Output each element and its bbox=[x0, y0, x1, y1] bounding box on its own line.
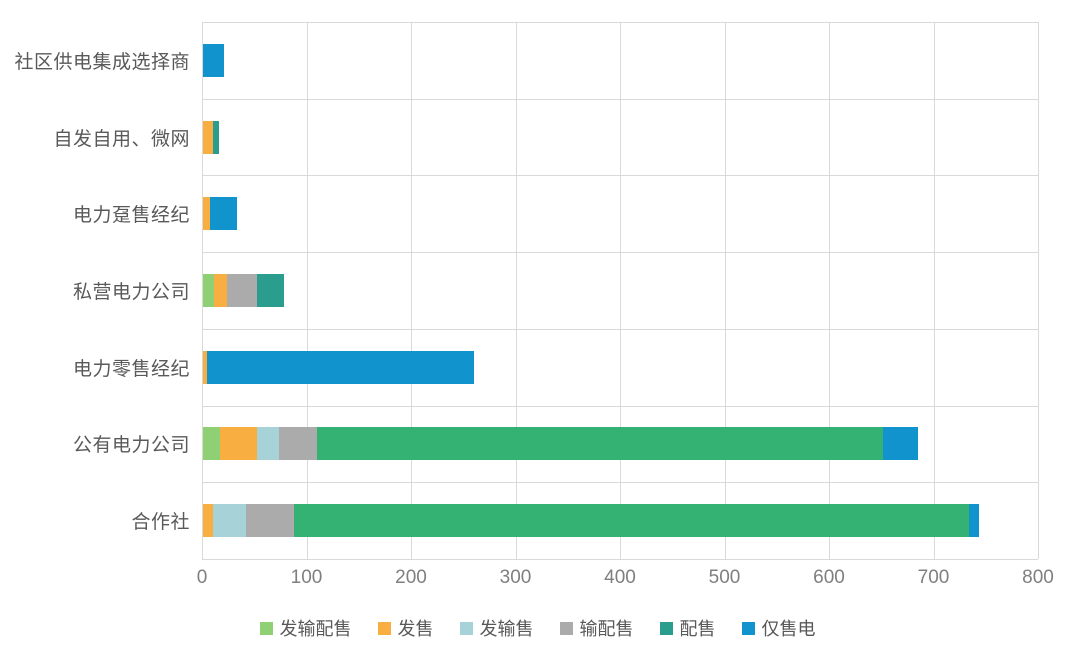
x-axis-tick-label: 700 bbox=[917, 567, 950, 588]
legend-swatch-icon bbox=[459, 621, 473, 635]
gridline-horizontal bbox=[202, 329, 1038, 330]
bar-segment bbox=[203, 274, 215, 307]
bar-segment bbox=[207, 350, 474, 384]
legend-item: 发输售 bbox=[459, 615, 534, 641]
legend-item: 输配售 bbox=[559, 615, 634, 641]
gridline-vertical bbox=[1038, 22, 1039, 559]
x-axis-tick-label: 200 bbox=[395, 567, 427, 588]
legend-label: 仅售电 bbox=[761, 619, 816, 639]
bar-segment bbox=[227, 274, 258, 307]
x-axis-line bbox=[202, 559, 1038, 560]
legend-item: 配售 bbox=[659, 615, 716, 641]
bar-row bbox=[203, 504, 980, 538]
bar-segment bbox=[219, 427, 258, 461]
x-axis-tick-label: 500 bbox=[708, 567, 741, 588]
bar-segment bbox=[203, 120, 214, 154]
plot-area bbox=[202, 22, 1039, 560]
legend-item: 发输配售 bbox=[259, 615, 352, 641]
legend-label: 输配售 bbox=[579, 619, 634, 639]
x-axis-tick-label: 0 bbox=[196, 567, 208, 588]
bar-segment bbox=[257, 274, 285, 307]
legend-swatch-icon bbox=[659, 621, 673, 635]
bar-row bbox=[203, 197, 238, 231]
bar-segment bbox=[214, 274, 228, 307]
bar-segment bbox=[279, 427, 317, 461]
legend-item: 仅售电 bbox=[741, 615, 816, 641]
bar-segment bbox=[203, 43, 224, 77]
legend-label: 发输售 bbox=[479, 619, 534, 639]
bar-segment bbox=[257, 427, 280, 461]
legend-label: 发输配售 bbox=[279, 619, 352, 639]
bar-row bbox=[203, 120, 219, 154]
legend-swatch-icon bbox=[377, 621, 391, 635]
category-label: 自发自用、微网 bbox=[53, 128, 190, 150]
bar-row bbox=[203, 274, 285, 307]
category-label: 私营电力公司 bbox=[72, 281, 190, 303]
gridline-horizontal bbox=[202, 406, 1038, 407]
gridline-vertical bbox=[620, 22, 621, 559]
gridline-vertical bbox=[724, 22, 726, 559]
gridline-horizontal bbox=[202, 252, 1038, 253]
gridline-vertical bbox=[933, 22, 935, 559]
gridline-vertical bbox=[829, 22, 830, 559]
bar-segment bbox=[203, 504, 214, 538]
category-label: 公有电力公司 bbox=[72, 435, 190, 457]
bar-row bbox=[203, 43, 224, 77]
legend-label: 发售 bbox=[397, 619, 434, 639]
bar-segment bbox=[213, 120, 219, 154]
x-axis-tick-label: 100 bbox=[290, 567, 323, 588]
x-axis-tick-label: 800 bbox=[1022, 567, 1054, 588]
bar-segment bbox=[203, 197, 211, 231]
gridline-vertical bbox=[411, 22, 412, 559]
bar-segment bbox=[293, 504, 969, 538]
legend: 发输配售 发售 发输售 输配售 配售 仅售电 bbox=[0, 615, 1075, 641]
gridline-vertical bbox=[306, 22, 308, 559]
gridline-horizontal bbox=[202, 99, 1038, 100]
legend-label: 配售 bbox=[679, 619, 716, 639]
legend-swatch-icon bbox=[259, 621, 273, 635]
legend-swatch-icon bbox=[741, 621, 755, 635]
bar-segment bbox=[210, 197, 238, 231]
bar-segment bbox=[316, 427, 884, 461]
x-axis-tick-label: 300 bbox=[499, 567, 532, 588]
x-axis-tick-label: 400 bbox=[604, 567, 636, 588]
bar-segment bbox=[203, 427, 220, 461]
category-label: 社区供电集成选择商 bbox=[14, 51, 190, 73]
bar-segment bbox=[213, 504, 246, 538]
gridline-horizontal bbox=[202, 175, 1038, 176]
gridline-horizontal bbox=[202, 482, 1038, 483]
legend-item: 发售 bbox=[377, 615, 434, 641]
category-label: 合作社 bbox=[131, 512, 190, 534]
gridline-vertical bbox=[515, 22, 517, 559]
bar-segment bbox=[203, 350, 208, 384]
bar-segment bbox=[968, 504, 980, 538]
bar-segment bbox=[245, 504, 294, 538]
gridline-vertical bbox=[202, 22, 203, 559]
bar-row bbox=[203, 350, 474, 384]
category-label: 电力趸售经纪 bbox=[72, 205, 190, 227]
legend-swatch-icon bbox=[559, 621, 573, 635]
category-label: 电力零售经纪 bbox=[72, 358, 190, 380]
bar-row bbox=[203, 427, 918, 461]
bar-segment bbox=[883, 427, 918, 461]
x-axis-tick-label: 600 bbox=[813, 567, 845, 588]
gridline-horizontal bbox=[202, 22, 1038, 23]
